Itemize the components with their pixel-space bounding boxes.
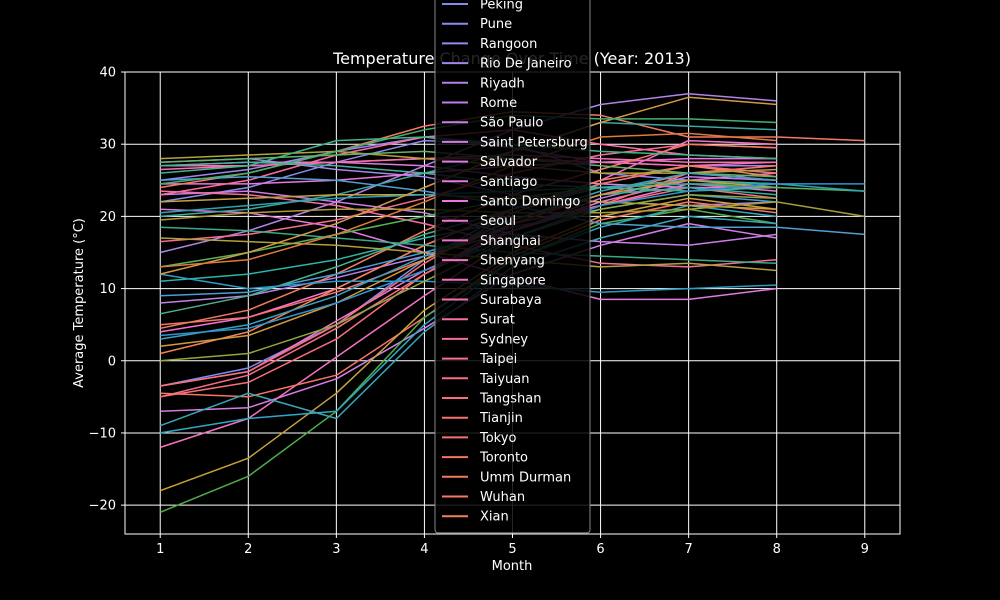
y-tick-label: 10 — [99, 282, 116, 297]
legend-label-santo-domingo: Santo Domingo — [480, 195, 580, 210]
y-axis-ticks: −20 −10 0 10 20 30 40 — [89, 66, 125, 514]
y-tick-label: 40 — [99, 66, 116, 81]
legend-label-santiago: Santiago — [480, 175, 537, 190]
y-tick-label: 30 — [99, 138, 116, 153]
legend-label-surabaya: Surabaya — [480, 293, 542, 308]
legend-label-shenyang: Shenyang — [480, 254, 545, 269]
legend-label-seoul: Seoul — [480, 214, 516, 229]
legend-label-pune: Pune — [480, 17, 512, 32]
y-tick-label: −20 — [89, 499, 116, 514]
x-tick-label: 8 — [773, 542, 781, 557]
x-tick-label: 1 — [156, 542, 164, 557]
legend-label-rangoon: Rangoon — [480, 37, 537, 52]
x-tick-label: 3 — [332, 542, 340, 557]
legend-label-rome: Rome — [480, 96, 517, 111]
legend-box — [434, 0, 591, 534]
legend-label-umm-durman: Umm Durman — [480, 470, 571, 485]
x-tick-label: 7 — [684, 542, 692, 557]
legend-label-taipei: Taipei — [479, 352, 517, 367]
legend-label-tangshan: Tangshan — [479, 392, 541, 407]
legend-label-shanghai: Shanghai — [480, 234, 541, 249]
y-tick-label: −10 — [89, 426, 116, 441]
x-tick-label: 4 — [420, 542, 428, 557]
legend-label-tianjin: Tianjin — [479, 411, 523, 426]
x-tick-label: 9 — [861, 542, 869, 557]
legend-label-wuhan: Wuhan — [480, 490, 525, 505]
legend-label-surat: Surat — [480, 313, 515, 328]
y-tick-label: 20 — [99, 210, 116, 225]
legend-label-sydney: Sydney — [480, 332, 528, 347]
legend-label-riyadh: Riyadh — [480, 76, 525, 91]
legend-label-xian: Xian — [480, 510, 509, 525]
legend-label-tokyo: Tokyo — [479, 431, 516, 446]
legend-label-toronto: Toronto — [479, 451, 528, 466]
legend-label-peking: Peking — [480, 0, 523, 13]
legend-label-salvador: Salvador — [480, 155, 538, 170]
x-axis-title: Month — [492, 559, 533, 574]
legend: Peking Pune Rangoon Rio De Janeiro Riyadh Rom… — [434, 0, 591, 534]
legend-label-singapore: Singapore — [480, 273, 546, 288]
legend-label-taiyuan: Taiyuan — [479, 372, 530, 387]
y-axis-title: Average Temperature (°C) — [72, 218, 87, 388]
y-tick-label: 0 — [108, 354, 116, 369]
x-axis-ticks: 1 2 3 4 5 6 7 8 9 — [156, 534, 869, 557]
x-tick-label: 2 — [244, 542, 252, 557]
legend-label-rio-de-janeiro: Rio De Janeiro — [480, 57, 572, 72]
legend-label-s-o-paulo: São Paulo — [480, 116, 543, 131]
x-tick-label: 5 — [508, 542, 516, 557]
legend-label-saint-petersburg: Saint Petersburg — [480, 135, 588, 150]
x-tick-label: 6 — [596, 542, 604, 557]
